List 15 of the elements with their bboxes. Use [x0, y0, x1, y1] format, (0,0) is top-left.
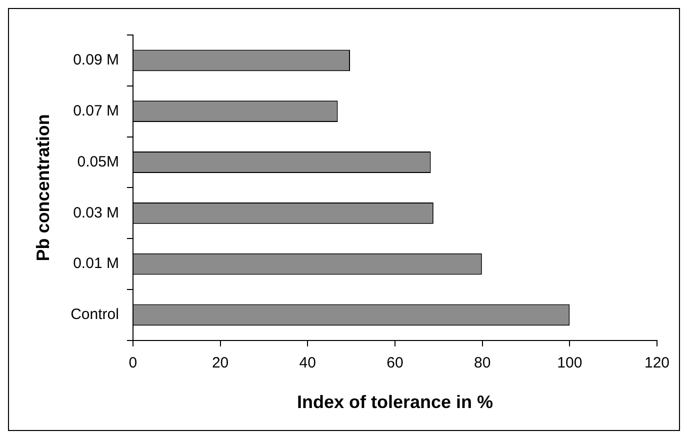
y-tick-label: 0.07 M [73, 102, 119, 120]
x-tick-label: 80 [474, 354, 491, 372]
y-tick-label: 0.01 M [73, 255, 119, 272]
x-tick-label: 100 [557, 354, 582, 372]
x-tick-label: 120 [644, 354, 670, 372]
y-tick-label: 0.09 M [73, 52, 119, 69]
x-axis-title: Index of tolerance in % [296, 392, 493, 412]
x-tick-label: 40 [299, 354, 316, 372]
x-tick-label: 0 [128, 354, 138, 372]
y-tick-label: 0.03 M [73, 204, 119, 222]
y-tick-label: 0.05M [77, 153, 119, 170]
y-axis-title: Pb concentration [32, 114, 53, 262]
y-tick-label: Control [70, 306, 119, 324]
x-tick-label: 60 [386, 354, 404, 372]
x-tick-label: 20 [212, 354, 229, 372]
